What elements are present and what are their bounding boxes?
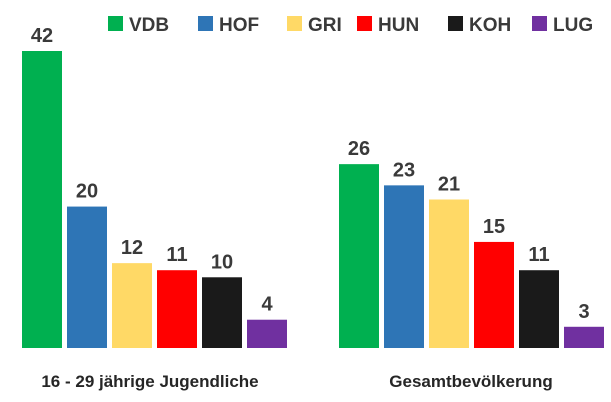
legend-label-gri: GRI — [308, 15, 342, 36]
legend-swatch-koh — [448, 16, 463, 31]
data-label-hun-1: 11 — [166, 244, 187, 266]
bar-vdb-1 — [22, 51, 62, 348]
legend-swatch-hof — [198, 16, 213, 31]
legend-label-hun: HUN — [378, 15, 419, 36]
legend-label-hof: HOF — [219, 15, 259, 36]
data-label-hof-2: 23 — [393, 159, 415, 181]
bar-gri-2 — [429, 199, 469, 348]
legend-swatch-gri — [287, 16, 302, 31]
legend-label-lug: LUG — [553, 15, 593, 36]
data-label-hun-2: 15 — [483, 216, 505, 238]
legend-swatch-lug — [532, 16, 547, 31]
category-label-1: 16 - 29 jährige Jugendliche — [41, 372, 258, 391]
bar-hun-2 — [474, 241, 514, 348]
bar-lug-2 — [564, 326, 604, 348]
data-label-vdb-2: 26 — [348, 138, 370, 160]
bar-hun-1 — [157, 270, 197, 348]
legend: VDB HOF GRI HUN KOH LUG — [108, 15, 593, 36]
data-label-koh-2: 11 — [528, 244, 549, 266]
legend-swatch-hun — [357, 16, 372, 31]
legend-label-koh: KOH — [469, 15, 511, 36]
bar-vdb-2 — [339, 164, 379, 348]
legend-swatch-vdb — [108, 16, 123, 31]
bar-hof-2 — [384, 185, 424, 348]
bars — [22, 51, 604, 348]
data-label-lug-1: 4 — [261, 294, 273, 316]
data-label-gri-1: 12 — [121, 237, 143, 259]
legend-label-vdb: VDB — [129, 15, 169, 36]
data-label-lug-2: 3 — [578, 301, 589, 323]
data-labels: 42 20 12 11 10 4 26 23 21 15 11 3 — [31, 25, 590, 323]
bar-hof-1 — [67, 206, 107, 348]
data-label-hof-1: 20 — [76, 181, 98, 203]
bar-koh-2 — [519, 270, 559, 348]
bar-gri-1 — [112, 263, 152, 348]
data-label-vdb-1: 42 — [31, 25, 53, 47]
category-label-2: Gesamtbevölkerung — [389, 372, 552, 391]
category-axis: 16 - 29 jährige Jugendliche Gesamtbevölke… — [41, 372, 552, 391]
data-label-gri-2: 21 — [438, 174, 460, 196]
data-label-koh-1: 10 — [211, 251, 233, 273]
bar-lug-1 — [247, 319, 287, 348]
bar-koh-1 — [202, 277, 242, 348]
